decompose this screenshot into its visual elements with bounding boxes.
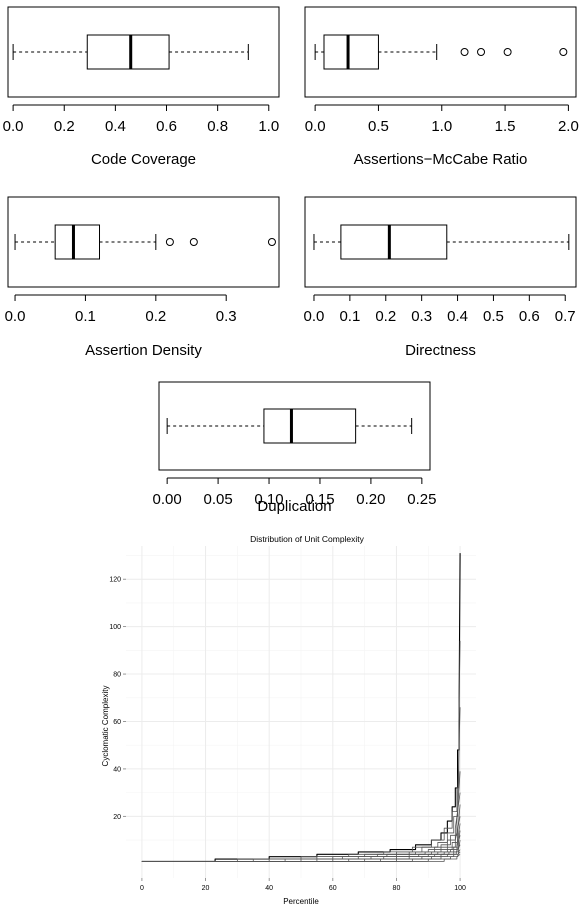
x-axis-label: Duplication xyxy=(257,498,331,515)
x-tick-label: 80 xyxy=(393,885,401,892)
outlier-point xyxy=(503,48,512,56)
series-group xyxy=(141,553,461,862)
y-tick-label: 80 xyxy=(113,672,121,679)
x-tick-label: 0.1 xyxy=(339,308,360,325)
iqr-box xyxy=(86,34,170,70)
outlier-point xyxy=(460,48,469,56)
x-tick-label: 1.5 xyxy=(495,118,516,135)
x-tick-label: 0.1 xyxy=(75,308,96,325)
x-tick-label: 0.0 xyxy=(5,308,26,325)
boxplot-1: 0.0 0.2 0.4 0.6 0.8 1.0 Code Coverage xyxy=(3,6,280,168)
x-tick-label: 0 xyxy=(140,885,144,892)
x-tick-label: 0.5 xyxy=(368,118,389,135)
plot-frame xyxy=(158,381,431,471)
plot-frame xyxy=(304,196,577,288)
x-axis-label: Directness xyxy=(405,342,476,359)
chart-title: Distribution of Unit Complexity xyxy=(250,534,365,544)
boxplot-2: 0.0 0.5 1.0 1.5 2.0 Assertions−McCabe Ratio xyxy=(304,6,579,168)
x-tick-label: 0.3 xyxy=(216,308,237,325)
y-tick-label: 60 xyxy=(113,719,121,726)
x-tick-label: 0.10 xyxy=(254,491,283,508)
x-tick-label: 60 xyxy=(329,885,337,892)
x-tick-label: 0.8 xyxy=(207,118,228,135)
x-axis-label: Assertions−McCabe Ratio xyxy=(354,151,528,168)
x-tick-label: 2.0 xyxy=(558,118,579,135)
x-tick-label: 1.0 xyxy=(258,118,279,135)
x-tick-label: 0.2 xyxy=(54,118,75,135)
x-tick-label: 0.7 xyxy=(555,308,576,325)
x-tick-label: 0.6 xyxy=(156,118,177,135)
x-tick-label: 0.0 xyxy=(3,118,24,135)
x-axis-label: Code Coverage xyxy=(91,151,196,168)
boxplot-5: 0.00 0.05 0.10 0.15 0.20 0.25 Duplication xyxy=(153,381,436,515)
iqr-box xyxy=(54,224,101,260)
outlier-point xyxy=(267,238,276,246)
outlier-point xyxy=(165,238,174,246)
x-tick-label: 0.2 xyxy=(375,308,396,325)
x-tick-label: 0.3 xyxy=(411,308,432,325)
series-line xyxy=(141,853,461,862)
boxplot-4: 0.0 0.1 0.2 0.3 0.4 0.5 0.6 0.7 Directness xyxy=(304,196,577,359)
x-tick-label: 0.5 xyxy=(483,308,504,325)
y-tick-label: 120 xyxy=(109,577,121,584)
x-tick-label: 0.0 xyxy=(305,118,326,135)
y-tick-label: 100 xyxy=(109,624,121,631)
x-tick-label: 0.4 xyxy=(105,118,126,135)
boxplot-panels: 0.0 0.2 0.4 0.6 0.8 1.0 Code Coverage 0.0 0.5 1.0… xyxy=(3,6,579,515)
series-line xyxy=(141,844,461,862)
x-axis-label: Assertion Density xyxy=(85,342,202,359)
x-tick-label: 0.25 xyxy=(407,491,436,508)
complexity-line-chart: Distribution of Unit Complexity Cyclomat… xyxy=(101,534,476,906)
x-tick-label: 0.15 xyxy=(305,491,334,508)
y-tick-label: 40 xyxy=(113,766,121,773)
iqr-box xyxy=(340,224,448,260)
x-tick-label: 0.20 xyxy=(356,491,385,508)
outlier-point xyxy=(189,238,198,246)
plot-frame xyxy=(7,6,280,98)
x-axis-label: Percentile xyxy=(283,897,319,906)
x-tick-label: 0.00 xyxy=(153,491,182,508)
plot-frame xyxy=(304,6,577,98)
x-tick-label: 40 xyxy=(265,885,273,892)
y-axis-label: Cyclomatic Complexity xyxy=(101,686,110,767)
x-tick-label: 0.6 xyxy=(519,308,540,325)
x-tick-label: 20 xyxy=(202,885,210,892)
x-tick-label: 0.0 xyxy=(304,308,325,325)
outlier-point xyxy=(477,48,486,56)
x-tick-label: 0.4 xyxy=(447,308,468,325)
grid xyxy=(126,546,476,878)
x-tick-label: 1.0 xyxy=(431,118,452,135)
plot-frame xyxy=(7,196,280,288)
outlier-point xyxy=(559,48,568,56)
x-tick-label: 0.2 xyxy=(145,308,166,325)
iqr-box xyxy=(263,408,357,444)
iqr-box xyxy=(323,34,379,70)
x-tick-label: 100 xyxy=(454,885,466,892)
boxplot-3: 0.0 0.1 0.2 0.3 Assertion Density xyxy=(5,196,280,359)
y-tick-label: 20 xyxy=(113,814,121,821)
x-tick-label: 0.05 xyxy=(203,491,232,508)
